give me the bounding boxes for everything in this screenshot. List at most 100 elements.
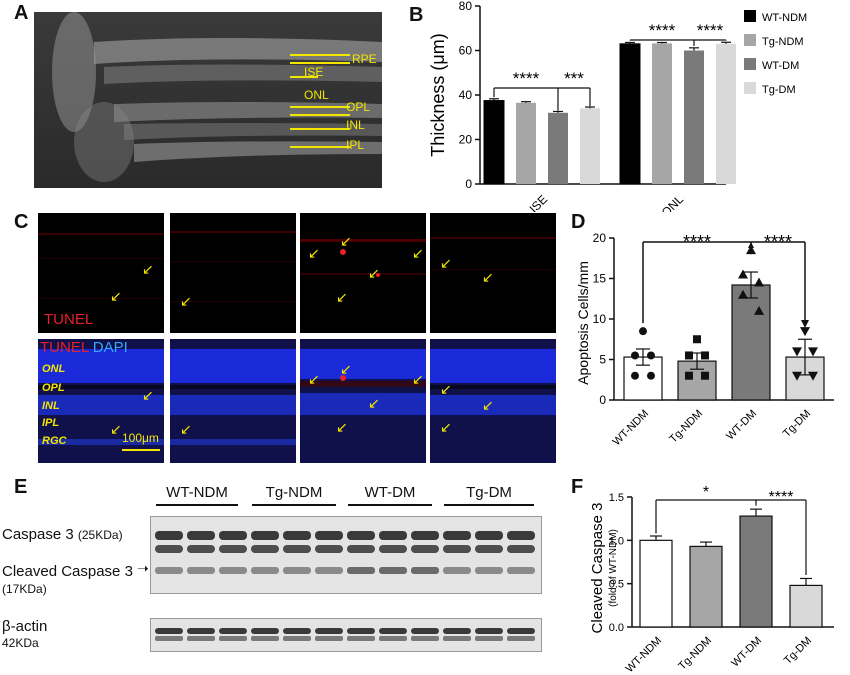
arrow-right-icon: ➝ <box>137 560 149 576</box>
chart-b-bar <box>716 43 736 185</box>
label-actin-kda: 42KDa <box>2 636 39 650</box>
blot-band-cleaved <box>347 567 375 574</box>
blot-band-cleaved <box>187 567 215 574</box>
chart-b-legend-label: WT-DM <box>762 60 799 72</box>
chart-d-xlabel: WT-DM <box>724 408 759 443</box>
chart-f-ylabel: Cleaved Caspase 3 <box>589 503 606 634</box>
blot-band-cleaved <box>443 567 471 574</box>
tunel-tg-ndm: ↙ <box>170 213 296 333</box>
chart-d-point <box>631 351 639 360</box>
merge-wt-ndm: TUNEL DAPI ONL OPL INL IPL RGC ↙ ↙ 100μm <box>38 339 164 463</box>
blot-band-caspase3-bottom <box>283 545 311 553</box>
merge-legend: TUNEL DAPI <box>40 339 128 356</box>
blot-band-caspase3-top <box>283 531 311 540</box>
chart-d-ytick-label: 15 <box>593 272 607 286</box>
blot-band-caspase3-bottom <box>475 545 503 553</box>
blot-band-actin-top <box>411 628 439 634</box>
tunel-wt-ndm: ↙ ↙ TUNEL <box>38 213 164 333</box>
arrow-icon: ↙ <box>412 371 424 387</box>
blot-band-cleaved <box>251 567 279 574</box>
blot-band-actin-bottom <box>155 636 183 641</box>
chart-d-sig-arrow <box>801 320 809 329</box>
blot-band-cleaved <box>475 567 503 574</box>
chart-d-point <box>754 305 764 315</box>
arrow-icon: ↙ <box>368 395 380 411</box>
layer-onl: ONL <box>42 363 66 375</box>
blot-band-caspase3-bottom <box>347 545 375 553</box>
chart-b-sig-label: **** <box>649 21 676 40</box>
scalebar <box>122 449 160 451</box>
panel-letter-a: A <box>14 2 29 24</box>
chart-f-xlabel: Tg-NDM <box>676 635 714 673</box>
arrow-icon: ↙ <box>308 371 320 387</box>
chart-b-xlabel: ISE <box>527 192 551 212</box>
opl-marker <box>290 114 350 116</box>
chart-d-sig-label: **** <box>683 232 711 252</box>
chart-f-xlabel: Tg-DM <box>782 635 814 667</box>
arrow-icon: ↙ <box>142 261 154 277</box>
chart-d: 0 5 10 15 20 WT-NDM Tg-NDM WT-DM Tg-DM **** ****… <box>575 231 834 448</box>
chart-d-point <box>693 335 701 344</box>
arrow-icon: ↙ <box>482 397 494 413</box>
blot-group-underline <box>444 504 534 506</box>
blot-band-cleaved <box>411 567 439 574</box>
layer-rgc: RGC <box>42 435 67 447</box>
chart-b-legend-swatch <box>744 58 756 70</box>
onl-marker <box>290 106 350 108</box>
chart-d-xlabel: Tg-NDM <box>667 408 705 446</box>
chart-b-bar <box>483 100 505 185</box>
chart-b-ytick-label: 0 <box>465 177 472 191</box>
blot-band-cleaved <box>219 567 247 574</box>
chart-b-legend-swatch <box>744 10 756 22</box>
chart-d-ytick-label: 10 <box>593 312 607 326</box>
chart-d-point <box>685 351 693 360</box>
blot-band-actin-top <box>283 628 311 634</box>
blot-band-actin-bottom <box>251 636 279 641</box>
arrow-icon: ↙ <box>308 245 320 261</box>
arrow-icon: ↙ <box>440 255 452 271</box>
blot-caspase3-bands <box>155 531 535 574</box>
blot-actin <box>150 618 542 652</box>
blot-actin-bands <box>155 628 535 641</box>
blot-group-underline <box>156 504 238 506</box>
merge-tg-dm: ↙ ↙ ↙ <box>430 339 556 463</box>
chart-d-point <box>647 351 655 360</box>
blot-group-wt-dm: WT-DM <box>364 484 416 501</box>
label-caspase3: Caspase 3 (25KDa) <box>2 526 123 543</box>
blot-band-caspase3-top <box>219 531 247 540</box>
chart-b-bar <box>516 102 536 184</box>
blot-group-tg-dm: Tg-DM <box>466 484 512 501</box>
panel-letter-c: C <box>14 211 29 233</box>
blot-band-cleaved <box>283 567 311 574</box>
blot-band-actin-bottom <box>283 636 311 641</box>
blot-band-actin-top <box>315 628 343 634</box>
chart-d-point <box>647 371 655 380</box>
blot-band-caspase3-top <box>443 531 471 540</box>
blot-band-actin-bottom <box>507 636 535 641</box>
blot-band-actin-bottom <box>475 636 503 641</box>
arrow-icon: ↙ <box>340 233 352 249</box>
layer-opl: OPL <box>42 382 65 394</box>
chart-b-ytick-label: 40 <box>459 88 473 102</box>
blot-group-wt-ndm: WT-NDM <box>166 484 228 501</box>
western-blot: WT-NDM Tg-NDM WT-DM Tg-DM Caspase 3 (25K… <box>0 480 560 670</box>
blot-band-actin-top <box>347 628 375 634</box>
blot-band-caspase3-top <box>315 531 343 540</box>
chart-d-sig-label: **** <box>764 232 792 252</box>
label-onl: ONL <box>304 88 329 102</box>
label-ipl: IPL <box>346 138 365 152</box>
chart-b-sig-label: *** <box>564 69 584 88</box>
blot-band-actin-top <box>155 628 183 634</box>
blot-band-actin-bottom <box>219 636 247 641</box>
chart-d-point <box>754 277 764 287</box>
label-cleaved-caspase3: Cleaved Caspase 3 <box>2 563 133 580</box>
blot-band-caspase3-bottom <box>219 545 247 553</box>
blot-band-caspase3-top <box>475 531 503 540</box>
blot-band-actin-top <box>379 628 407 634</box>
label-cleaved-kda: (17KDa) <box>2 582 47 596</box>
chart-d-point <box>808 371 818 381</box>
blot-band-cleaved <box>315 567 343 574</box>
arrow-icon: ↙ <box>110 421 122 437</box>
chart-f-sig-label: **** <box>769 489 794 506</box>
arrow-icon: ↙ <box>368 265 380 281</box>
